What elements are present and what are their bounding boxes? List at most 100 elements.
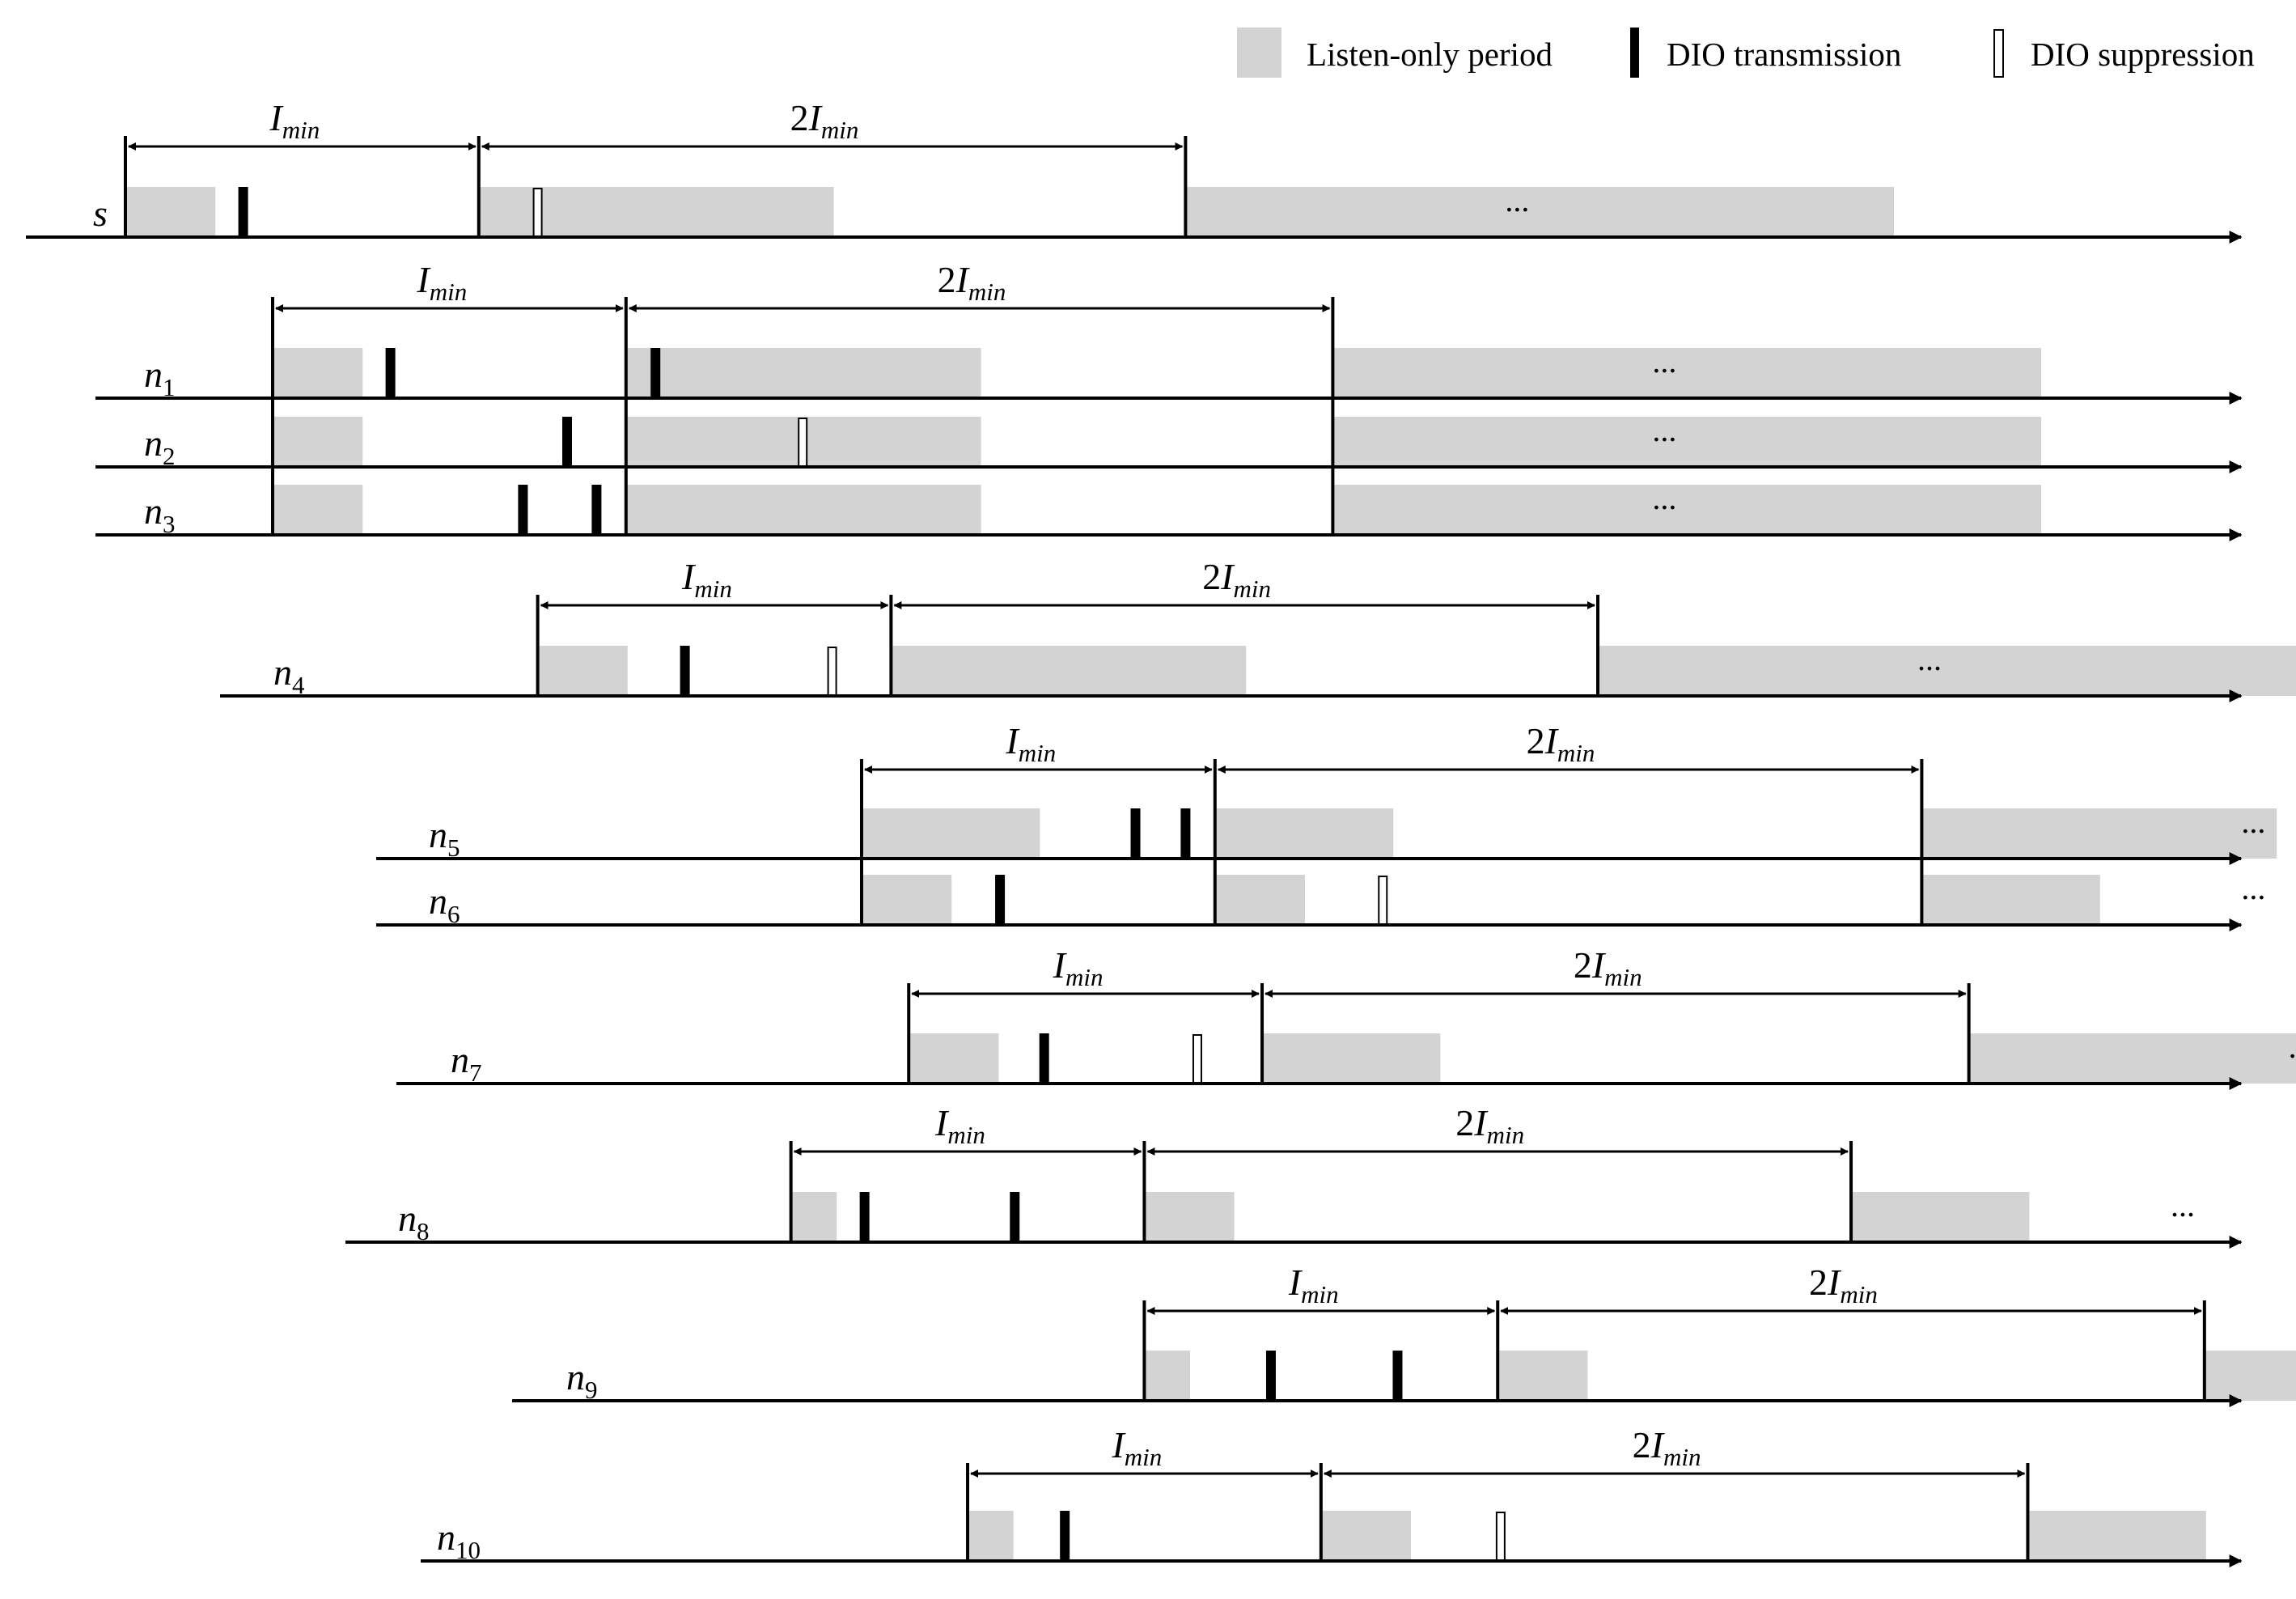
continuation-ellipsis: ... — [1917, 641, 1942, 677]
listen-period — [1334, 417, 2041, 467]
node-label: n1 — [144, 354, 176, 401]
listen-period — [1322, 1511, 1412, 1561]
interval-imin-label: Imin — [416, 259, 467, 306]
interval-imin-label: Imin — [1288, 1262, 1339, 1308]
node-index: 5 — [447, 833, 460, 862]
node-index: 2 — [163, 442, 176, 470]
dio-transmission — [238, 187, 248, 237]
dio-transmission — [859, 1192, 870, 1242]
dio-transmission — [1130, 808, 1141, 859]
interval-2imin-label: 2Imin — [1574, 944, 1642, 991]
interval-subscript: min — [1663, 1443, 1701, 1471]
node-label: n7 — [451, 1039, 482, 1087]
node-row-n8: Imin 2Iminn8... — [345, 1102, 2243, 1249]
interval-symbol: I — [955, 259, 971, 300]
dio-transmission — [650, 348, 661, 398]
interval-subscript: min — [1487, 1121, 1525, 1149]
dio-suppression — [798, 418, 808, 467]
interval-subscript: min — [1301, 1280, 1339, 1308]
interval-symbol: I — [1544, 720, 1560, 761]
node-label: n5 — [429, 814, 460, 862]
node-label: n3 — [144, 490, 176, 538]
dio-transmission — [1180, 808, 1191, 859]
interval-symbol: I — [1220, 556, 1235, 597]
listen-period — [1216, 875, 1305, 925]
continuation-ellipsis: ... — [2241, 804, 2265, 840]
interval-symbol: I — [1827, 1262, 1842, 1303]
node-index: 1 — [163, 373, 176, 401]
node-row-n6: n6... — [376, 859, 2265, 931]
listen-period — [969, 1511, 1014, 1561]
interval-multiplier: 2 — [1633, 1424, 1651, 1465]
interval-subscript: min — [1065, 963, 1104, 991]
dio-suppression — [532, 188, 543, 237]
node-label: s — [93, 193, 108, 234]
interval-symbol: I — [1111, 1424, 1126, 1465]
node-row-n3: n3... — [95, 467, 2243, 541]
listen-period — [863, 808, 1040, 859]
interval-symbol: I — [934, 1102, 950, 1143]
interval-symbol: I — [1473, 1102, 1489, 1143]
node-index: 10 — [455, 1536, 481, 1564]
interval-2imin-label: 2Imin — [1527, 720, 1595, 767]
interval-symbol: I — [269, 97, 284, 138]
node-name: n — [144, 422, 163, 464]
continuation-ellipsis: ... — [1652, 343, 1676, 380]
interval-imin-label: Imin — [934, 1102, 985, 1149]
dio-transmission — [680, 646, 690, 696]
interval-multiplier: 2 — [938, 259, 956, 300]
node-index: 9 — [585, 1376, 598, 1404]
interval-subscript: min — [1019, 739, 1057, 767]
interval-2imin-label: 2Imin — [1809, 1262, 1878, 1308]
legend-suppression-swatch — [1993, 29, 2004, 78]
interval-subscript: min — [1604, 963, 1642, 991]
interval-multiplier: 2 — [790, 97, 809, 138]
continuation-ellipsis: ... — [1652, 412, 1676, 448]
listen-period — [892, 646, 1247, 696]
node-label: n8 — [398, 1198, 430, 1245]
dio-suppression — [1495, 1512, 1506, 1561]
node-label: n4 — [273, 651, 305, 699]
interval-symbol: I — [1288, 1262, 1303, 1303]
dio-suppression — [1378, 876, 1388, 925]
interval-imin-label: Imin — [269, 97, 320, 144]
node-row-n1: Imin 2Iminn1... — [95, 259, 2243, 405]
node-name: s — [93, 193, 108, 234]
interval-multiplier: 2 — [1527, 720, 1545, 761]
interval-multiplier: 2 — [1202, 556, 1221, 597]
dio-transmission — [591, 485, 602, 535]
node-row-n2: n2... — [95, 398, 2243, 473]
continuation-ellipsis: ... — [2241, 870, 2265, 906]
listen-period — [2029, 1511, 2206, 1561]
interval-2imin-label: 2Imin — [938, 259, 1006, 306]
node-name: n — [566, 1356, 585, 1398]
dio-suppression — [827, 647, 837, 696]
interval-subscript: min — [694, 575, 732, 603]
interval-subscript: min — [1234, 575, 1272, 603]
interval-subscript: min — [1125, 1443, 1163, 1471]
interval-imin-label: Imin — [681, 556, 732, 603]
dio-transmission — [385, 348, 396, 398]
node-index: 6 — [447, 900, 460, 928]
listen-period — [1923, 875, 2100, 925]
listen-period — [127, 187, 216, 237]
interval-subscript: min — [947, 1121, 985, 1149]
dio-transmission — [995, 875, 1006, 925]
legend-suppression-label: DIO suppression — [2031, 36, 2255, 73]
listen-period — [627, 348, 981, 398]
legend-listen-swatch — [1237, 28, 1281, 78]
legend-listen-label: Listen-only period — [1307, 36, 1553, 73]
interval-2imin-label: 2Imin — [1455, 1102, 1524, 1149]
node-label: n2 — [144, 422, 176, 470]
node-label: n9 — [566, 1356, 598, 1404]
interval-imin-label: Imin — [1005, 720, 1056, 767]
interval-symbol: I — [1591, 944, 1607, 986]
interval-symbol: I — [1053, 944, 1068, 986]
listen-period — [792, 1192, 837, 1242]
interval-subscript: min — [968, 278, 1006, 306]
interval-multiplier: 2 — [1455, 1102, 1474, 1143]
legend: Listen-only period DIO transmission DIO … — [1237, 28, 2255, 78]
